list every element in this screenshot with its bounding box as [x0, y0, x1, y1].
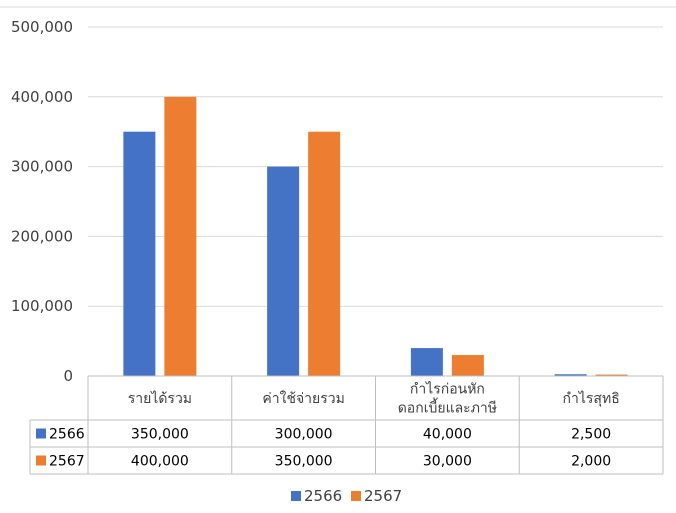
table-value: 400,000	[131, 454, 189, 470]
legend-key-2567	[351, 491, 361, 501]
bar-2566-3	[554, 374, 587, 376]
y-tick-label: 400,000	[11, 88, 73, 106]
table-legend-key-2567	[36, 455, 46, 466]
table-series-label: 2566	[49, 427, 85, 443]
bar-2566-1	[267, 166, 300, 376]
legend-label: 2567	[364, 487, 402, 505]
y-axis: 0 100,000 200,000 300,000 400,000 500,000	[11, 18, 73, 385]
table-value: 2,000	[571, 454, 611, 470]
bars	[123, 96, 628, 377]
legend: 2566 2567	[291, 487, 402, 505]
bar-2567-2	[451, 355, 484, 376]
y-tick-label: 500,000	[11, 18, 73, 36]
y-tick-label: 0	[63, 367, 73, 385]
table-legend-key-2566	[36, 428, 46, 439]
legend-label: 2566	[304, 487, 342, 505]
table-value: 300,000	[275, 427, 333, 443]
bar-2567-1	[308, 131, 341, 376]
category-label: กำไรสุทธิ	[563, 390, 620, 407]
table-series-label: 2567	[49, 454, 85, 470]
legend-key-2566	[291, 491, 301, 501]
category-label: กำไรก่อนหัก	[410, 381, 485, 398]
data-table: รายได้รวม ค่าใช้จ่ายรวม กำไรก่อนหักดอกเบี้…	[29, 375, 664, 475]
category-label: รายได้รวม	[128, 390, 192, 407]
table-value: 30,000	[423, 454, 472, 470]
y-tick-label: 100,000	[11, 297, 73, 315]
bar-2566-0	[123, 131, 156, 376]
table-value: 350,000	[131, 427, 189, 443]
bar-2566-2	[410, 348, 443, 376]
bar-2567-3	[595, 374, 628, 376]
table-value: 2,500	[571, 427, 611, 443]
y-tick-label: 300,000	[11, 158, 73, 176]
table-value: 350,000	[275, 454, 333, 470]
y-tick-label: 200,000	[11, 227, 73, 245]
category-label: ค่าใช้จ่ายรวม	[262, 390, 344, 407]
category-label: ดอกเบี้ยและภาษี	[398, 398, 497, 417]
table-value: 40,000	[423, 427, 472, 443]
bar-2567-0	[164, 96, 197, 377]
